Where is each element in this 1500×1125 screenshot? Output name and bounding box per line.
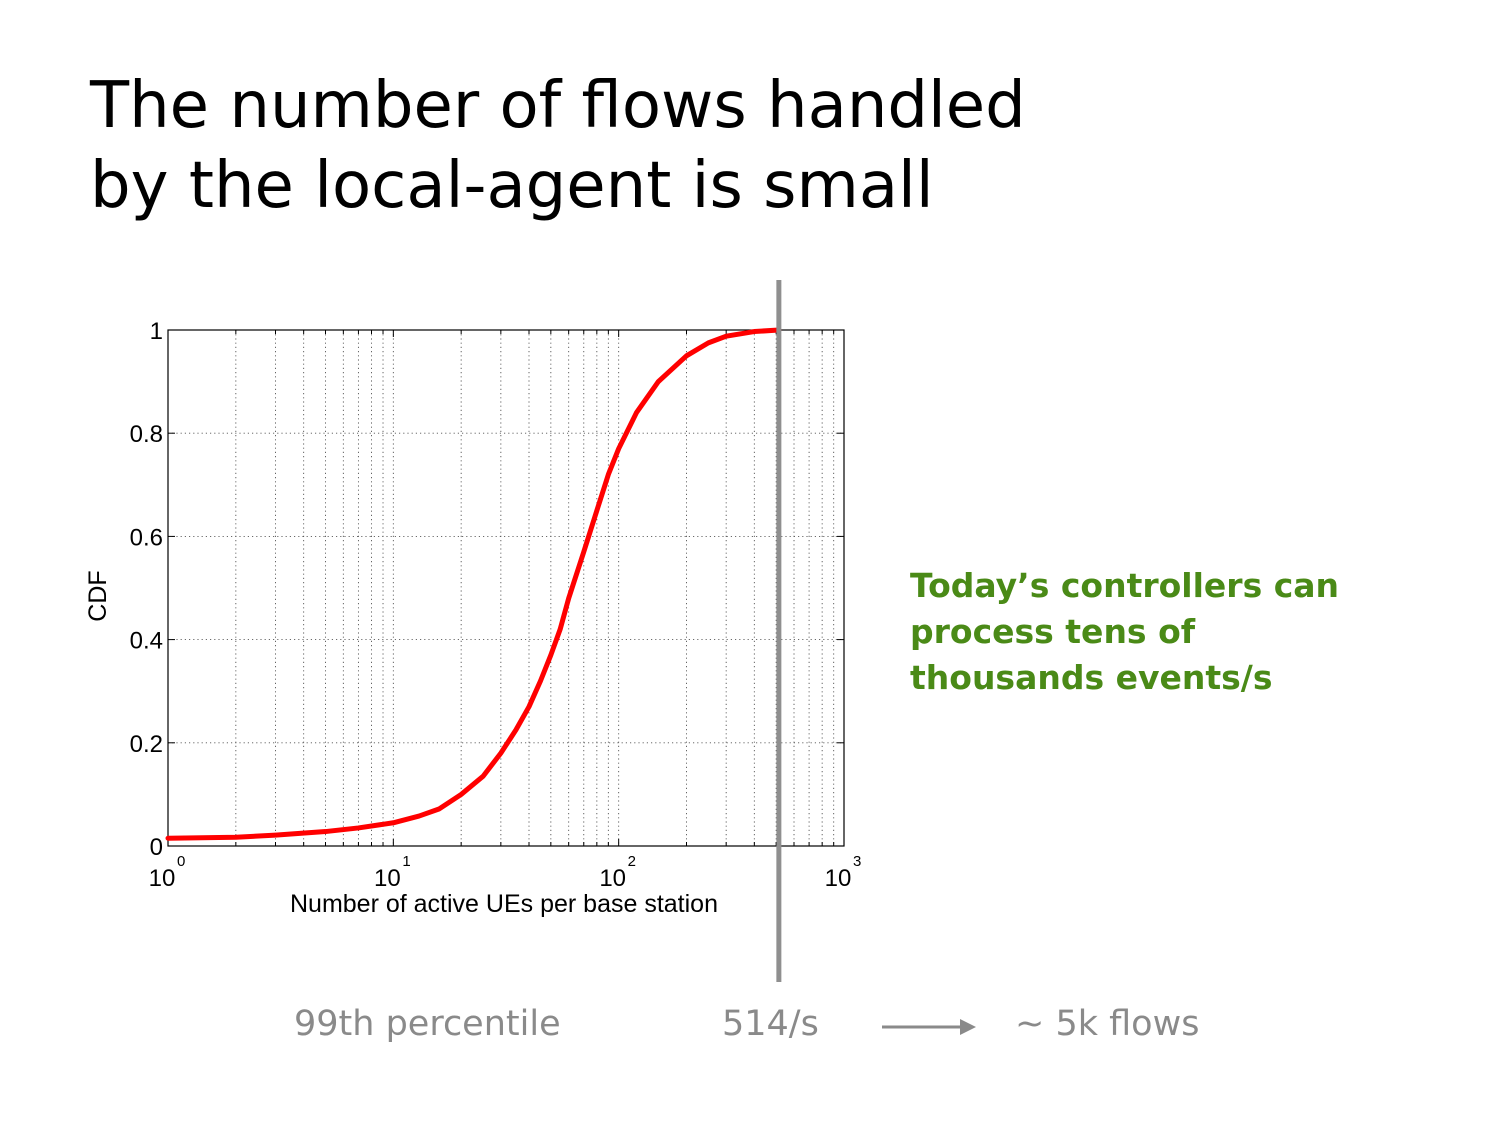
- y-axis-label: CDF: [84, 570, 112, 621]
- callout-line-3: thousands events/s: [910, 658, 1273, 697]
- flows-result-label: ~ 5k flows: [1015, 1004, 1200, 1044]
- x-tick-label-exponent: 1: [402, 853, 410, 870]
- cdf-series-line: [165, 327, 782, 841]
- callout-line-2: process tens of: [910, 612, 1196, 651]
- right-arrow-icon: [882, 1019, 976, 1035]
- x-tick-label-exponent: 3: [853, 853, 861, 870]
- y-tick-label: 0: [150, 834, 163, 861]
- percentile-label: 99th percentile: [294, 1004, 561, 1044]
- x-tick-label-base: 10: [374, 865, 401, 892]
- y-tick-label: 0.6: [130, 524, 163, 551]
- controller-callout: Today’s controllers can process tens of …: [910, 563, 1430, 701]
- title-line-1: The number of flows handled: [90, 69, 1026, 143]
- slide-title: The number of flows handled by the local…: [90, 66, 1190, 226]
- callout-line-1: Today’s controllers can: [910, 566, 1340, 605]
- x-tick-label-exponent: 0: [177, 853, 185, 870]
- x-tick-label-base: 10: [825, 865, 852, 892]
- y-tick-label: 0.8: [130, 421, 163, 448]
- x-axis-label: Number of active UEs per base station: [290, 890, 718, 918]
- tick-layer: [168, 329, 844, 847]
- rate-label: 514/s: [722, 1004, 819, 1044]
- y-tick-label: 0.4: [130, 628, 163, 655]
- x-tick-label-base: 10: [599, 865, 626, 892]
- x-tick-label-exponent: 2: [628, 853, 636, 870]
- x-tick-label-base: 10: [149, 865, 176, 892]
- plot-frame: [167, 329, 845, 847]
- title-line-2: by the local-agent is small: [90, 149, 934, 223]
- y-tick-label: 1: [150, 318, 163, 345]
- grid-layer: [168, 330, 844, 846]
- y-tick-label: 0.2: [130, 731, 163, 758]
